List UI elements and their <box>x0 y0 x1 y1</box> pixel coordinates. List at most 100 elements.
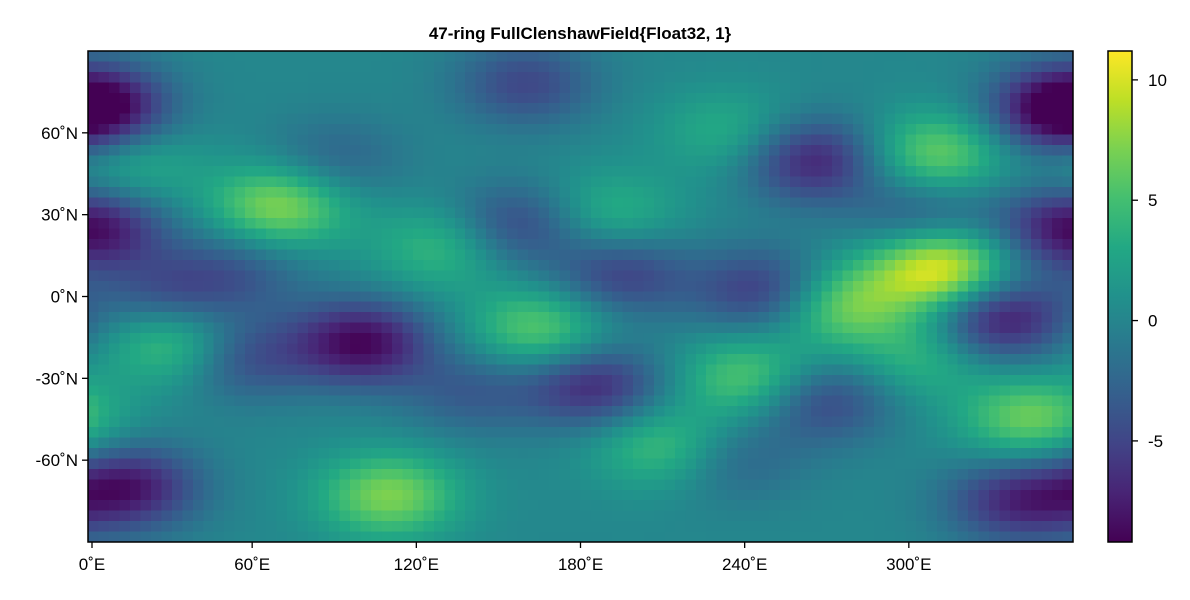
heatmap-cell <box>1041 458 1053 470</box>
heatmap-cell <box>559 92 571 104</box>
heatmap-cell <box>989 207 1001 219</box>
heatmap-cell <box>266 500 278 512</box>
heatmap-cell <box>266 343 278 355</box>
heatmap-cell <box>1041 207 1053 219</box>
heatmap-cell <box>349 322 362 334</box>
heatmap-cell <box>758 259 770 271</box>
heatmap-cell <box>653 103 665 115</box>
heatmap-cell <box>758 395 770 407</box>
heatmap-cell <box>884 489 896 501</box>
heatmap-cell <box>129 385 141 397</box>
heatmap-cell <box>140 207 152 219</box>
heatmap-cell <box>423 165 435 177</box>
heatmap-cell <box>601 312 613 324</box>
heatmap-cell <box>1052 92 1064 104</box>
heatmap-cell <box>161 218 173 230</box>
heatmap-cell <box>894 124 906 136</box>
heatmap-cell <box>601 406 613 418</box>
heatmap-cell <box>528 468 540 480</box>
heatmap-cell <box>632 468 644 480</box>
heatmap-cell <box>308 364 320 376</box>
heatmap-cell <box>653 186 665 198</box>
heatmap-cell <box>391 301 403 313</box>
heatmap-cell <box>852 134 865 146</box>
heatmap-cell <box>873 301 885 313</box>
heatmap-cell <box>161 427 173 439</box>
heatmap-cell <box>706 228 718 240</box>
heatmap-cell <box>161 124 173 136</box>
heatmap-cell <box>454 92 466 104</box>
heatmap-cell <box>245 301 257 313</box>
heatmap-cell <box>842 197 854 209</box>
heatmap-cell <box>947 92 959 104</box>
heatmap-cell <box>454 374 466 386</box>
heatmap-cell <box>140 124 152 136</box>
heatmap-cell <box>611 186 624 198</box>
heatmap-cell <box>706 197 718 209</box>
heatmap-cell <box>1041 218 1053 230</box>
heatmap-cell <box>947 82 959 94</box>
heatmap-cell <box>287 353 299 366</box>
heatmap-cell <box>433 374 445 386</box>
heatmap-cell <box>894 197 906 209</box>
heatmap-cell <box>538 395 550 407</box>
heatmap-cell <box>1020 531 1032 543</box>
heatmap-cell <box>318 249 330 261</box>
heatmap-cell <box>308 510 320 522</box>
heatmap-cell <box>758 103 770 115</box>
heatmap-cell <box>748 51 760 63</box>
heatmap-cell <box>601 280 613 292</box>
heatmap-cell <box>182 395 194 407</box>
heatmap-cell <box>580 301 592 313</box>
heatmap-cell <box>706 479 718 491</box>
heatmap-cell <box>1031 385 1043 397</box>
heatmap-cell <box>978 427 990 439</box>
heatmap-cell <box>433 218 445 230</box>
heatmap-cell <box>266 291 278 303</box>
heatmap-cell <box>224 239 236 251</box>
heatmap-cell <box>643 103 655 115</box>
heatmap-cell <box>192 239 204 251</box>
heatmap-cell <box>769 218 781 230</box>
heatmap-cell <box>329 510 341 522</box>
heatmap-cell <box>779 521 791 533</box>
heatmap-cell <box>999 427 1011 439</box>
heatmap-cell <box>716 249 728 261</box>
heatmap-cell <box>968 92 980 104</box>
heatmap-cell <box>549 364 561 376</box>
heatmap-cell <box>171 416 183 428</box>
heatmap-cell <box>276 301 288 313</box>
heatmap-cell <box>119 385 131 397</box>
heatmap-cell <box>811 500 823 512</box>
heatmap-cell <box>622 176 634 188</box>
heatmap-cell <box>695 218 707 230</box>
heatmap-cell <box>454 500 466 512</box>
heatmap-cell <box>800 353 812 366</box>
heatmap-cell <box>779 343 791 355</box>
heatmap-cell <box>758 322 770 334</box>
heatmap-cell <box>308 92 320 104</box>
heatmap-cell <box>465 103 477 115</box>
heatmap-cell <box>926 92 938 104</box>
heatmap-cell <box>601 249 613 261</box>
heatmap-cell <box>1031 447 1043 460</box>
heatmap-cell <box>276 218 288 230</box>
heatmap-cell <box>444 165 456 177</box>
heatmap-cell <box>370 364 383 376</box>
heatmap-cell <box>507 186 519 198</box>
heatmap-cell <box>632 197 644 209</box>
heatmap-cell <box>632 176 644 188</box>
heatmap-cell <box>800 113 812 125</box>
heatmap-cell <box>570 437 582 449</box>
heatmap-cell <box>538 239 550 251</box>
heatmap-cell <box>863 218 875 230</box>
heatmap-cell <box>182 291 194 303</box>
heatmap-cell <box>88 301 100 313</box>
heatmap-cell <box>349 531 362 543</box>
heatmap-cell <box>266 406 278 418</box>
heatmap-cell <box>748 186 760 198</box>
heatmap-cell <box>329 468 341 480</box>
heatmap-cell <box>391 447 403 460</box>
heatmap-cell <box>947 416 959 428</box>
heatmap-cell <box>926 51 938 63</box>
